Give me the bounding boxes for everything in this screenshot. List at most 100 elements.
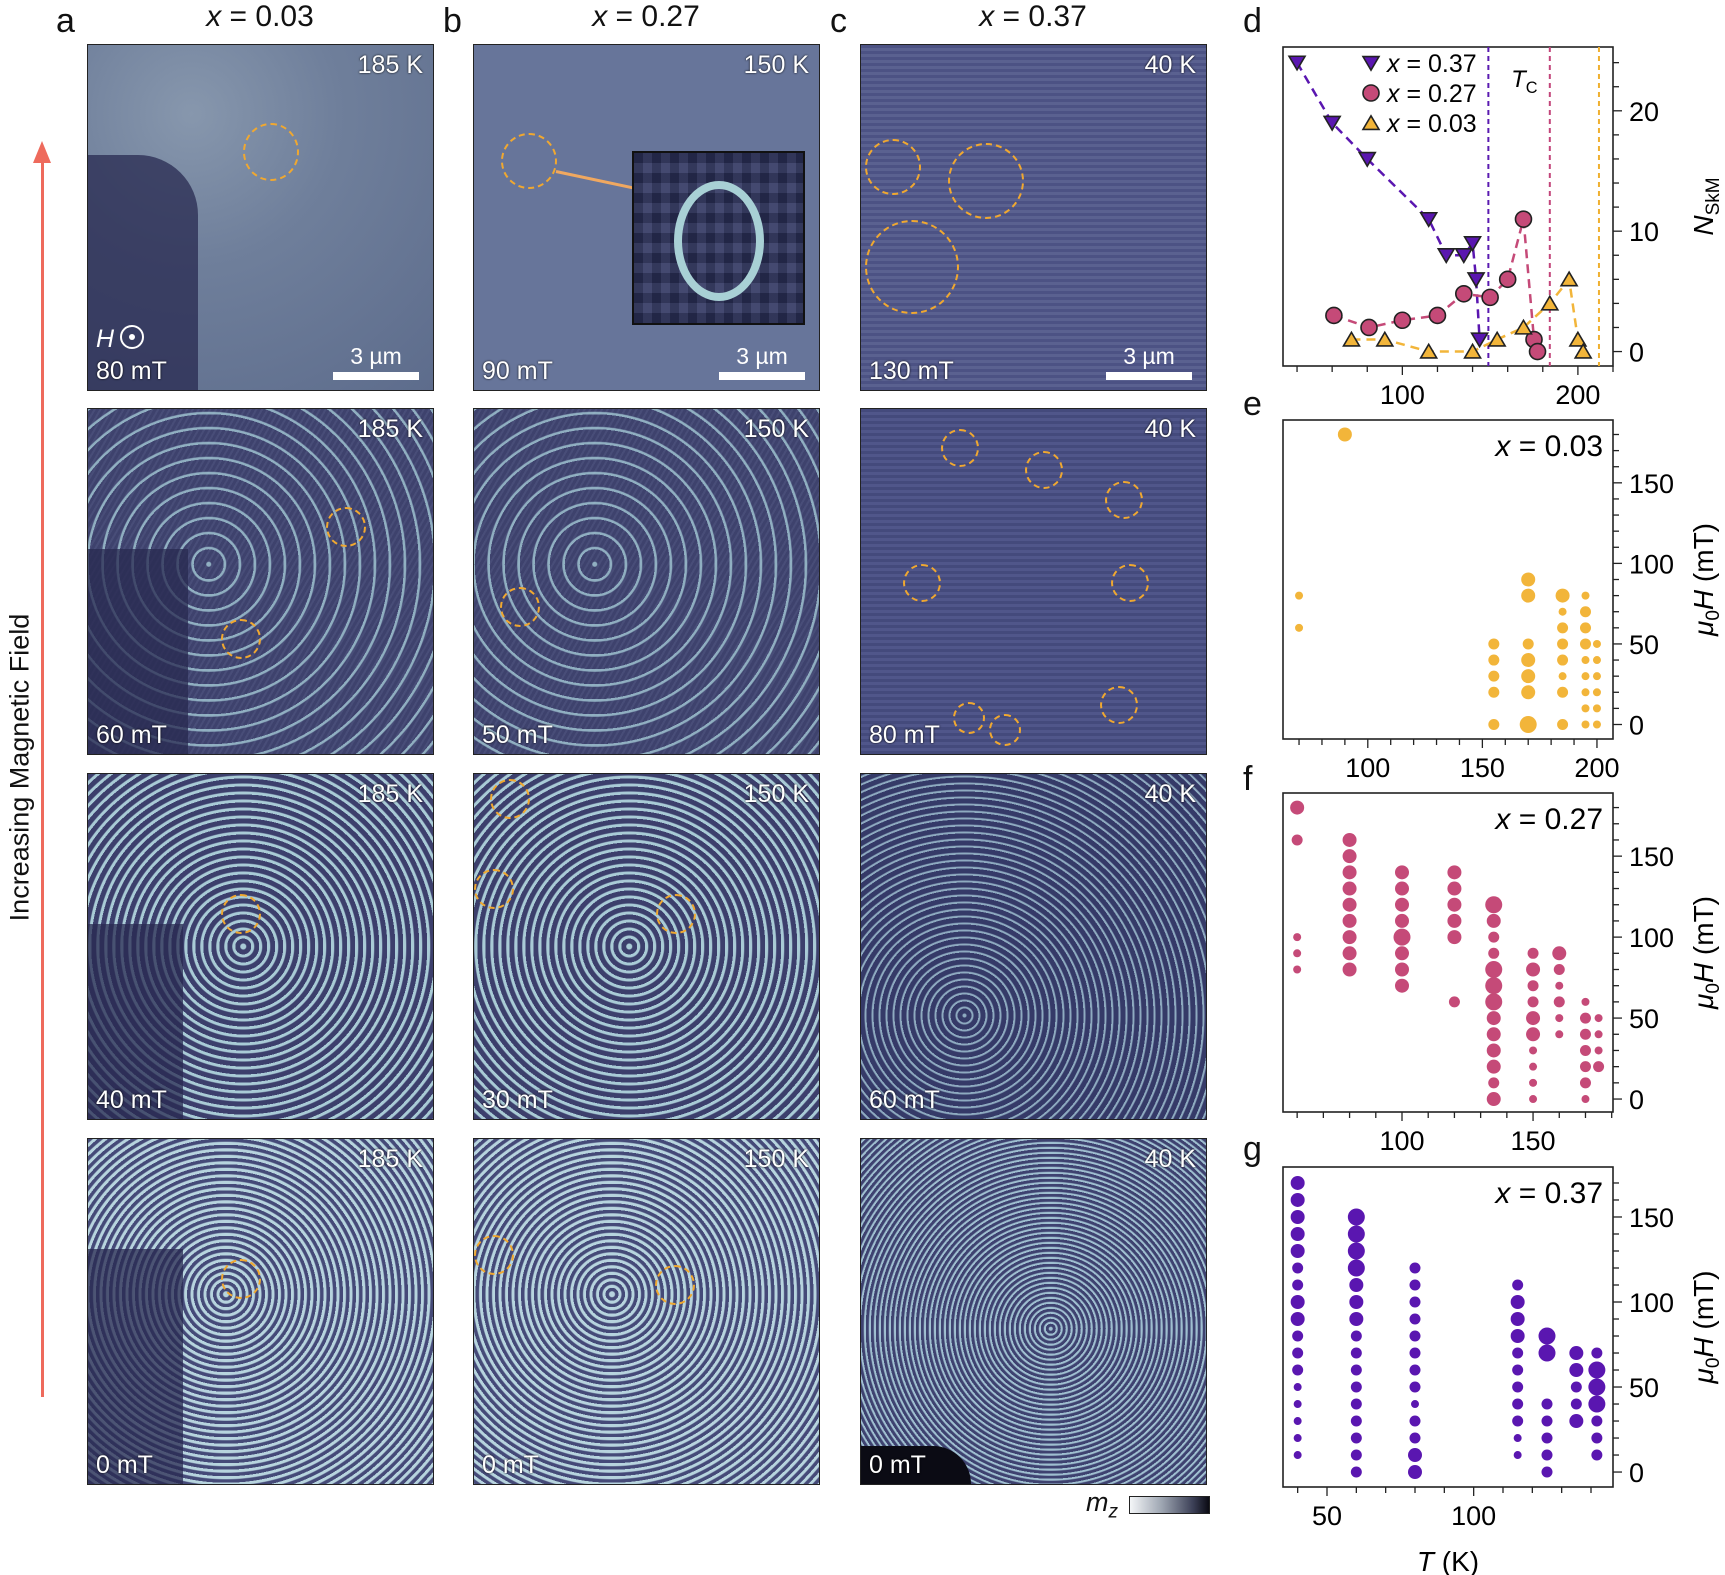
skyrmionium-marker — [474, 1235, 514, 1275]
data-point — [1510, 1312, 1525, 1327]
data-point — [1408, 1465, 1422, 1480]
data-point — [1594, 1046, 1603, 1055]
data-point — [1293, 949, 1302, 958]
data-point — [1486, 913, 1501, 928]
plot-frame-d — [1282, 46, 1614, 367]
data-point — [1487, 330, 1507, 347]
data-point — [1290, 1175, 1305, 1190]
field-label: 90 mT — [482, 357, 553, 385]
y-tick-label: 100 — [1629, 549, 1674, 579]
data-point — [1342, 832, 1357, 847]
data-point — [1488, 638, 1500, 650]
skyrmionium-marker — [500, 587, 540, 627]
data-point — [1579, 1028, 1591, 1040]
data-point — [1436, 248, 1456, 265]
data-point — [1513, 1451, 1522, 1460]
data-point — [1514, 210, 1533, 228]
y-tick-label: 50 — [1629, 630, 1659, 660]
scale-bar: 3 µm — [719, 343, 805, 380]
data-point — [1527, 996, 1539, 1008]
data-point — [1481, 288, 1499, 307]
temperature-label: 185 K — [357, 415, 423, 443]
skyrmionium-marker — [501, 133, 557, 189]
skyrmionium-marker — [326, 507, 366, 547]
skyrmionium-marker — [221, 619, 261, 659]
data-point — [1292, 1262, 1304, 1274]
data-point — [1591, 1449, 1603, 1461]
data-point — [1594, 1014, 1603, 1023]
skyrmionium-marker — [490, 779, 530, 819]
colorbar-label: mz — [1086, 1487, 1118, 1523]
data-point — [1292, 1330, 1304, 1342]
series-line — [1333, 218, 1539, 352]
data-point — [1558, 672, 1567, 681]
data-point — [1293, 1417, 1302, 1426]
data-point — [1558, 607, 1567, 616]
x-tick-label: 200 — [1574, 753, 1619, 783]
data-point — [1521, 669, 1536, 684]
field-label: 40 mT — [96, 1086, 167, 1114]
panel-letter-c: c — [830, 2, 847, 40]
y-axis-label: NSkM — [1688, 177, 1724, 235]
image-b-row1: 150 K 90 mT 3 µm — [473, 44, 820, 391]
data-point — [1409, 1347, 1421, 1359]
data-point — [1419, 342, 1439, 359]
x-axis-label: T (K) — [1417, 1546, 1479, 1575]
data-point — [1350, 1466, 1362, 1478]
data-point — [1485, 977, 1503, 995]
skyrmion-bag-marker — [948, 143, 1024, 219]
data-point — [1527, 980, 1539, 992]
data-point — [1350, 1415, 1362, 1427]
data-point — [1513, 1434, 1522, 1443]
image-b-row2: 150 K 50 mT — [473, 408, 820, 755]
data-point — [1428, 306, 1447, 325]
data-point — [1557, 654, 1569, 666]
data-point — [1591, 1432, 1603, 1444]
data-point — [1594, 1030, 1603, 1039]
data-point — [1521, 685, 1536, 700]
field-arrow — [41, 150, 44, 1397]
data-point — [1393, 928, 1411, 946]
panel-letter-e: e — [1243, 385, 1262, 423]
data-point — [1409, 1330, 1421, 1342]
data-point — [1295, 623, 1304, 632]
data-point — [1463, 342, 1482, 359]
data-point — [1293, 965, 1302, 974]
zoom-inset — [632, 151, 805, 325]
data-point — [1350, 1364, 1362, 1376]
data-point — [1579, 1061, 1591, 1073]
data-point — [1394, 913, 1409, 928]
data-point — [1409, 1313, 1421, 1325]
data-point — [1555, 1030, 1564, 1039]
image-b-row3: 150 K 30 mT — [473, 773, 820, 1120]
skyrmion-marker — [1105, 481, 1143, 519]
data-point — [1555, 981, 1564, 990]
data-point — [1540, 294, 1560, 311]
data-point — [1342, 849, 1357, 864]
skyrmion-bag-marker — [865, 139, 921, 195]
data-point — [1541, 1432, 1553, 1444]
plot-frame-f — [1282, 792, 1614, 1113]
field-label: 0 mT — [96, 1451, 153, 1479]
data-point — [1591, 1415, 1603, 1427]
y-axis-label: μ0H (mT) — [1688, 1270, 1724, 1384]
data-point — [1486, 1027, 1501, 1042]
data-point — [1290, 1192, 1305, 1207]
data-point — [1538, 1327, 1556, 1345]
image-a-row2: 185 K 60 mT — [87, 408, 434, 755]
plot-g: 50 100 0 50 100 150 x = 0.37 — [1282, 1166, 1674, 1531]
data-point — [1570, 1381, 1582, 1393]
legend-label: x = 0.37 — [1386, 50, 1477, 78]
y-tick-label: 50 — [1629, 1373, 1659, 1403]
data-point — [1488, 654, 1500, 666]
y-axis-label: μ0H (mT) — [1688, 523, 1724, 637]
x-tick-label: 50 — [1312, 1501, 1342, 1531]
image-c-row4: 40 K 0 mT — [860, 1138, 1207, 1485]
data-point — [1592, 688, 1601, 697]
data-point — [1342, 946, 1357, 961]
field-label: 130 mT — [869, 357, 954, 385]
mz-colorbar — [1129, 1496, 1210, 1514]
data-point — [1512, 1364, 1524, 1376]
data-point — [1347, 1225, 1365, 1243]
data-point — [1290, 1209, 1305, 1224]
